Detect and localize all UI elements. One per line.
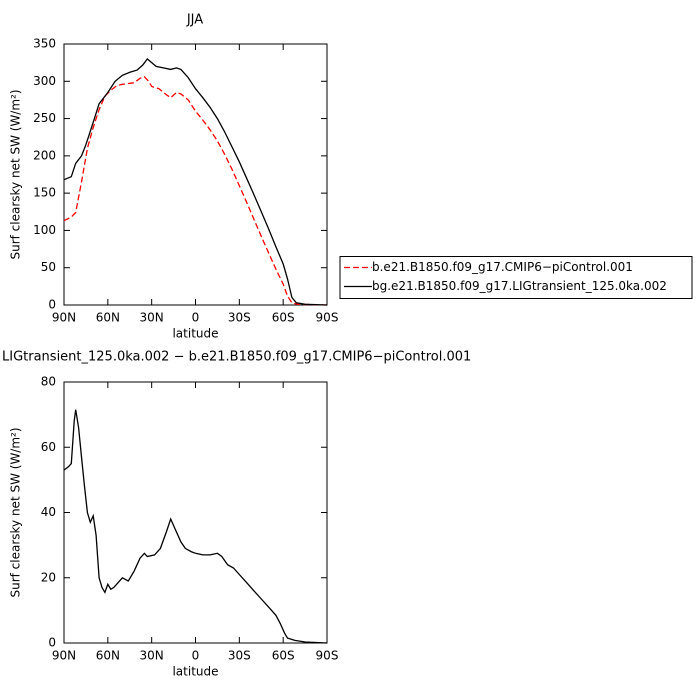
- plot-frame: [63, 381, 328, 644]
- y-tick-label: 200: [33, 148, 56, 162]
- x-tick-label: 90S: [316, 311, 339, 325]
- series-line: [63, 409, 328, 644]
- legend-label: bg.e21.B1850.f09_g17.LIGtransient_125.0k…: [372, 279, 667, 293]
- x-tick-label: 60S: [272, 311, 295, 325]
- x-tick-label: 30N: [140, 311, 164, 325]
- chart-title: JJA: [186, 13, 203, 28]
- plot-frame: [63, 43, 328, 306]
- x-tick-label: 90N: [52, 311, 76, 325]
- x-tick-label: 30S: [228, 311, 251, 325]
- x-tick-label: 60N: [96, 649, 120, 663]
- series-line: [63, 57, 328, 306]
- y-tick-label: 100: [33, 223, 56, 237]
- x-axis-label: latitude: [172, 665, 218, 679]
- chart-title: LIGtransient_125.0ka.002 − b.e21.B1850.f…: [2, 350, 471, 365]
- x-tick-label: 60N: [96, 311, 120, 325]
- y-tick-label: 60: [41, 440, 56, 454]
- y-tick-label: 50: [41, 260, 56, 274]
- y-axis-label: Surf clearsky net SW (W/m²): [9, 89, 23, 259]
- series-line: [63, 76, 328, 306]
- x-tick-label: 30N: [140, 649, 164, 663]
- x-tick-label: 30S: [228, 649, 251, 663]
- x-tick-label: 90N: [52, 649, 76, 663]
- y-tick-label: 0: [48, 298, 56, 312]
- y-tick-label: 40: [41, 505, 56, 519]
- x-axis-label: latitude: [172, 327, 218, 341]
- x-tick-label: 0: [192, 311, 200, 325]
- y-tick-label: 0: [48, 636, 56, 650]
- x-tick-label: 90S: [316, 649, 339, 663]
- y-tick-label: 300: [33, 74, 56, 88]
- legend-label: b.e21.B1850.f09_g17.CMIP6−piControl.001: [372, 260, 633, 274]
- y-tick-label: 350: [33, 37, 56, 51]
- y-tick-label: 250: [33, 111, 56, 125]
- y-axis-label: Surf clearsky net SW (W/m²): [9, 427, 23, 597]
- x-tick-label: 0: [192, 649, 200, 663]
- y-tick-label: 150: [33, 186, 56, 200]
- y-tick-label: 80: [41, 375, 56, 389]
- y-tick-label: 20: [41, 570, 56, 584]
- x-tick-label: 60S: [272, 649, 295, 663]
- legend-box: [339, 256, 693, 299]
